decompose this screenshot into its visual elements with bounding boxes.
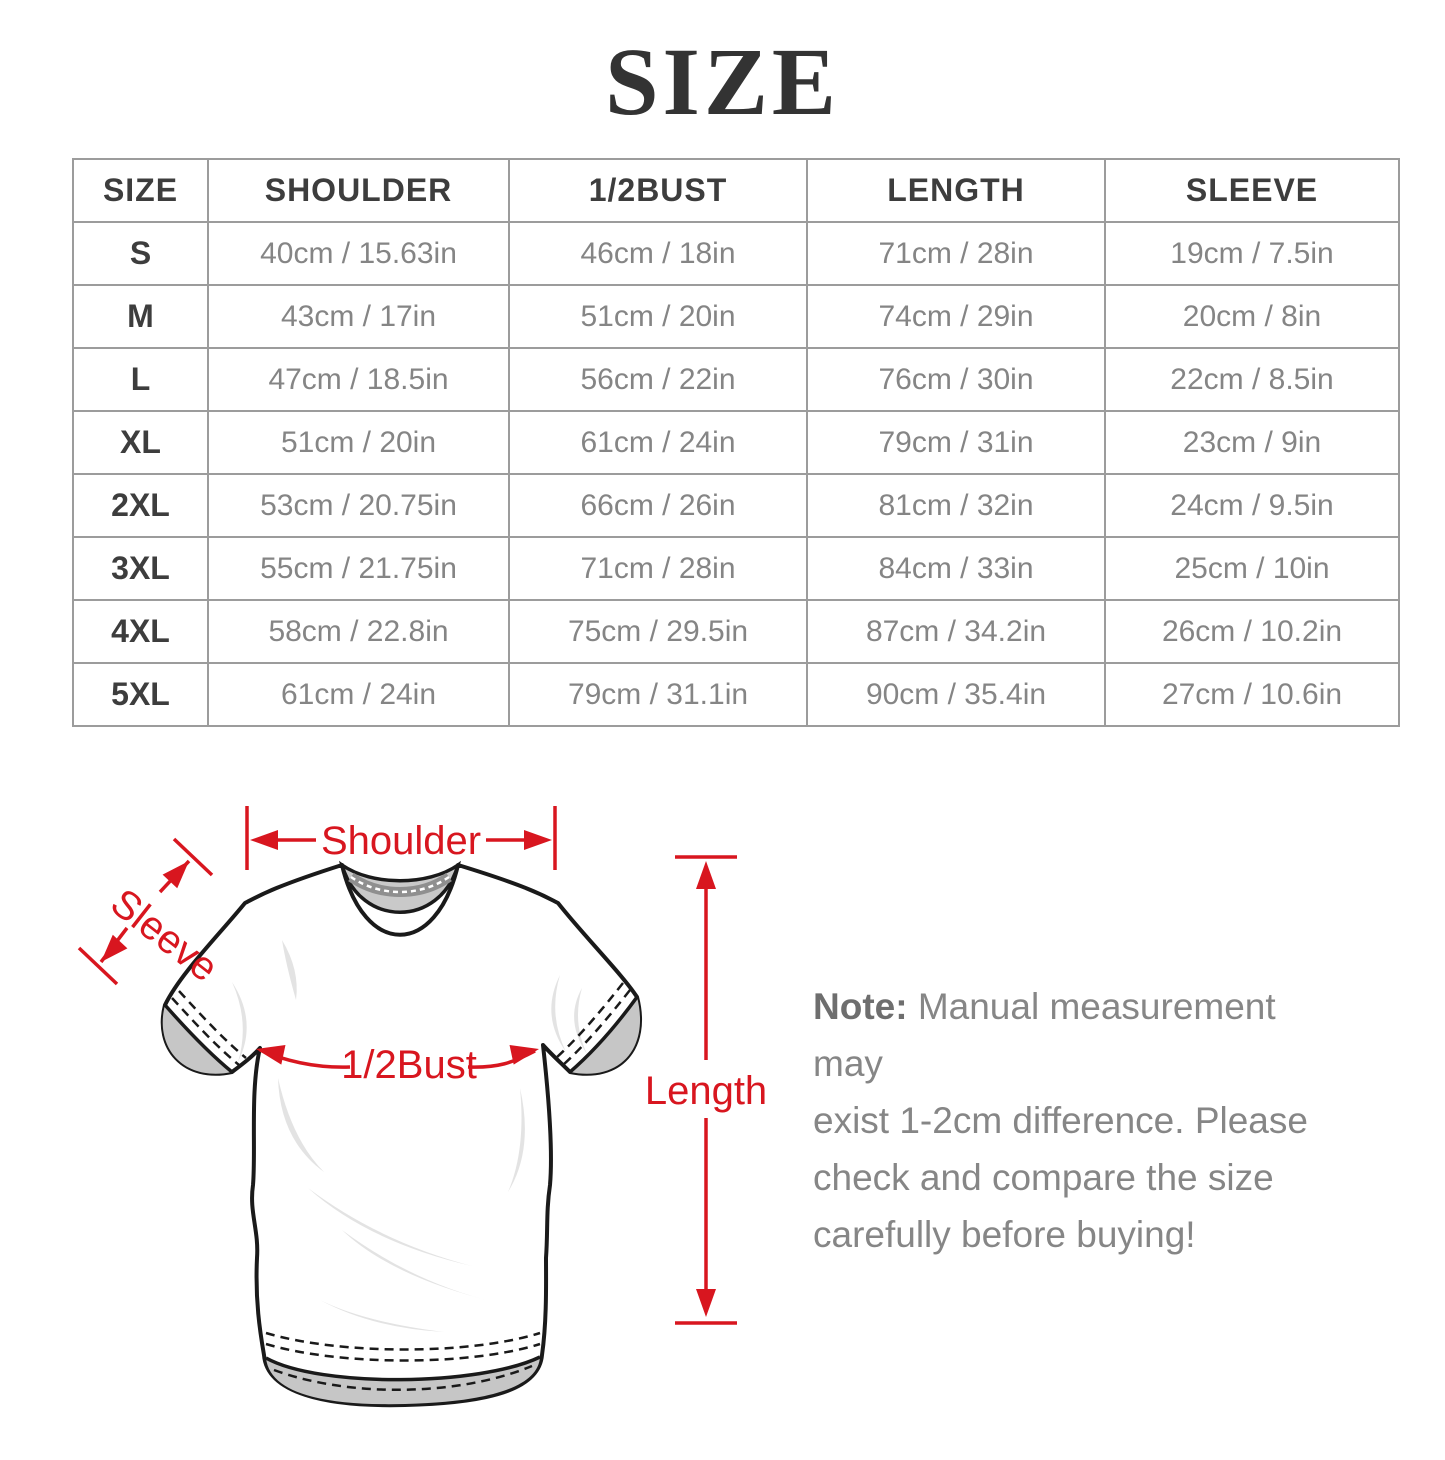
size-label: L bbox=[72, 347, 209, 412]
sleeve-value: 20cm / 8in bbox=[1104, 284, 1400, 349]
collar-stitch-dashes bbox=[350, 875, 450, 894]
bust-arrow: 1/2Bust bbox=[256, 1043, 539, 1087]
wrinkle bbox=[551, 975, 566, 1052]
length-value: 71cm / 28in bbox=[806, 221, 1106, 286]
sleeve-value: 25cm / 10in bbox=[1104, 536, 1400, 601]
table-row: XL 51cm / 20in 61cm / 24in 79cm / 31in 2… bbox=[72, 410, 1400, 475]
shoulder-value: 47cm / 18.5in bbox=[207, 347, 510, 412]
shoulder-label: Shoulder bbox=[321, 819, 481, 863]
wrinkle bbox=[508, 1088, 525, 1192]
length-value: 84cm / 33in bbox=[806, 536, 1106, 601]
length-arrow: Length bbox=[645, 855, 767, 1325]
size-label: 2XL bbox=[72, 473, 209, 538]
table-row: 5XL 61cm / 24in 79cm / 31.1in 90cm / 35.… bbox=[72, 662, 1400, 727]
shoulder-value: 55cm / 21.75in bbox=[207, 536, 510, 601]
note-line-text: Manual measurement may bbox=[813, 986, 1276, 1084]
length-value: 81cm / 32in bbox=[806, 473, 1106, 538]
wrinkle bbox=[574, 988, 587, 1054]
sleeve-value: 26cm / 10.2in bbox=[1104, 599, 1400, 664]
shoulder-value: 53cm / 20.75in bbox=[207, 473, 510, 538]
table-header-row: SIZE SHOULDER 1/2BUST LENGTH SLEEVE bbox=[72, 158, 1400, 223]
length-value: 90cm / 35.4in bbox=[806, 662, 1106, 727]
sleeve-arrow: Sleeve bbox=[77, 837, 226, 990]
bust-value: 66cm / 26in bbox=[508, 473, 808, 538]
length-value: 74cm / 29in bbox=[806, 284, 1106, 349]
bust-value: 79cm / 31.1in bbox=[508, 662, 808, 727]
shoulder-arrow: Shoulder bbox=[245, 806, 557, 870]
size-label: 3XL bbox=[72, 536, 209, 601]
length-label: Length bbox=[645, 1069, 767, 1113]
header-sleeve: SLEEVE bbox=[1104, 158, 1400, 223]
shoulder-value: 40cm / 15.63in bbox=[207, 221, 510, 286]
right-cuff-fold bbox=[568, 995, 639, 1074]
header-size: SIZE bbox=[72, 158, 209, 223]
size-label: 4XL bbox=[72, 599, 209, 664]
bust-value: 75cm / 29.5in bbox=[508, 599, 808, 664]
hem-stitch bbox=[265, 1342, 541, 1362]
length-value: 76cm / 30in bbox=[806, 347, 1106, 412]
length-value: 79cm / 31in bbox=[806, 410, 1106, 475]
sleeve-value: 24cm / 9.5in bbox=[1104, 473, 1400, 538]
hem-stitch bbox=[265, 1331, 541, 1351]
note-line: carefully before buying! bbox=[813, 1214, 1196, 1255]
bust-value: 61cm / 24in bbox=[508, 410, 808, 475]
size-label: 5XL bbox=[72, 662, 209, 727]
note-text: Note: Manual measurement may exist 1-2cm… bbox=[813, 978, 1333, 1263]
table-row: S 40cm / 15.63in 46cm / 18in 71cm / 28in… bbox=[72, 221, 1400, 286]
table-row: L 47cm / 18.5in 56cm / 22in 76cm / 30in … bbox=[72, 347, 1400, 412]
right-cuff-stitch bbox=[555, 982, 624, 1059]
bust-value: 51cm / 20in bbox=[508, 284, 808, 349]
page-title: SIZE bbox=[605, 28, 840, 135]
note-line: Note: Manual measurement may bbox=[813, 978, 1333, 1092]
left-cuff-stitch bbox=[178, 990, 247, 1059]
note-label: Note: bbox=[813, 986, 908, 1027]
bust-value: 56cm / 22in bbox=[508, 347, 808, 412]
note-line: exist 1-2cm difference. Please bbox=[813, 1100, 1308, 1141]
hem-lip-stitch bbox=[273, 1364, 533, 1392]
shoulder-value: 43cm / 17in bbox=[207, 284, 510, 349]
tshirt-body bbox=[160, 863, 643, 1408]
shoulder-value: 51cm / 20in bbox=[207, 410, 510, 475]
bust-label: 1/2Bust bbox=[341, 1043, 477, 1087]
table-row: M 43cm / 17in 51cm / 20in 74cm / 29in 20… bbox=[72, 284, 1400, 349]
size-label: M bbox=[72, 284, 209, 349]
size-label: S bbox=[72, 221, 209, 286]
shoulder-value: 61cm / 24in bbox=[207, 662, 510, 727]
bust-value: 71cm / 28in bbox=[508, 536, 808, 601]
wrinkle bbox=[278, 1078, 324, 1172]
header-length: LENGTH bbox=[806, 158, 1106, 223]
table-row: 2XL 53cm / 20.75in 66cm / 26in 81cm / 32… bbox=[72, 473, 1400, 538]
sleeve-value: 19cm / 7.5in bbox=[1104, 221, 1400, 286]
size-label: XL bbox=[72, 410, 209, 475]
tshirt-diagram: Shoulder Sleeve 1/2Bust Length bbox=[77, 806, 767, 1408]
hem-fold bbox=[265, 1355, 541, 1382]
tshirt-graphic bbox=[160, 860, 643, 1408]
header-bust: 1/2BUST bbox=[508, 158, 808, 223]
shoulder-value: 58cm / 22.8in bbox=[207, 599, 510, 664]
note-line: check and compare the size bbox=[813, 1157, 1274, 1198]
wrinkle bbox=[282, 940, 297, 1000]
sleeve-value: 27cm / 10.6in bbox=[1104, 662, 1400, 727]
length-value: 87cm / 34.2in bbox=[806, 599, 1106, 664]
bust-value: 46cm / 18in bbox=[508, 221, 808, 286]
left-cuff-fold bbox=[163, 1003, 234, 1074]
sleeve-value: 22cm / 8.5in bbox=[1104, 347, 1400, 412]
right-cuff-stitch bbox=[562, 989, 631, 1066]
size-table: SIZE SHOULDER 1/2BUST LENGTH SLEEVE S 40… bbox=[72, 158, 1400, 727]
table-row: 3XL 55cm / 21.75in 71cm / 28in 84cm / 33… bbox=[72, 536, 1400, 601]
table-row: 4XL 58cm / 22.8in 75cm / 29.5in 87cm / 3… bbox=[72, 599, 1400, 664]
header-shoulder: SHOULDER bbox=[207, 158, 510, 223]
left-cuff-stitch bbox=[171, 997, 240, 1066]
wrinkle bbox=[232, 982, 247, 1062]
sleeve-value: 23cm / 9in bbox=[1104, 410, 1400, 475]
